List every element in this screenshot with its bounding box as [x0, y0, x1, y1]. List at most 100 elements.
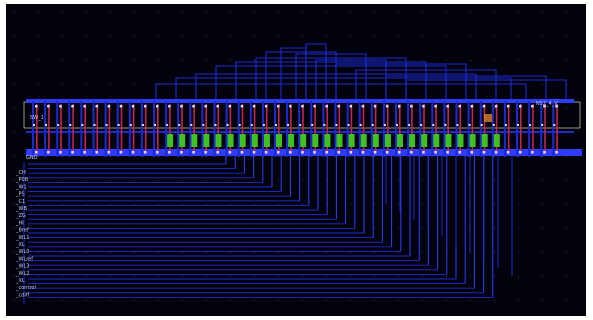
contact: [192, 105, 195, 108]
grid-dot: [302, 60, 303, 61]
pin-label: _XL: [15, 278, 25, 284]
grid-dot: [62, 36, 63, 37]
contact: [553, 124, 556, 126]
grid-dot: [110, 60, 111, 61]
grid-dot: [110, 36, 111, 37]
pin-label: _WL2: [15, 271, 29, 277]
poly-gate: [120, 104, 123, 154]
pin-label: _PS: [15, 192, 25, 198]
column-metal: [261, 101, 264, 157]
diffusion-region: [481, 134, 488, 147]
diffusion-region: [493, 134, 500, 147]
column-metal: [431, 101, 434, 157]
grid-dot: [542, 204, 543, 205]
grid-dot: [278, 252, 279, 253]
contact: [228, 105, 232, 108]
poly-gate: [60, 104, 62, 154]
grid-dot: [86, 300, 87, 301]
grid-dot: [206, 276, 207, 277]
poly-gate: [544, 104, 546, 154]
grid-dot: [302, 12, 303, 13]
contact: [35, 105, 38, 108]
column-metal: [56, 101, 59, 157]
grid-dot: [86, 36, 87, 37]
poly-gate: [556, 104, 558, 154]
column-metal: [395, 101, 397, 157]
contact: [71, 105, 74, 108]
contact: [444, 124, 447, 126]
column-metal: [540, 101, 543, 157]
pin-label: _HI: [15, 220, 24, 226]
grid-dot: [494, 252, 495, 253]
contact: [156, 105, 159, 108]
grid-dot: [86, 204, 87, 205]
grid-dot: [62, 300, 63, 301]
grid-dot: [14, 12, 15, 13]
contact: [107, 151, 111, 154]
grid-dot: [254, 300, 255, 301]
grid-dot: [134, 156, 135, 157]
diffusion-region: [384, 134, 391, 147]
column-metal: [286, 101, 289, 157]
grid-dot: [110, 276, 111, 277]
column-metal: [346, 101, 349, 157]
grid-dot: [398, 276, 399, 277]
grid-dot: [494, 276, 495, 277]
contact: [289, 105, 292, 108]
grid-dot: [326, 180, 327, 181]
contact: [129, 124, 132, 126]
grid-dot: [134, 252, 135, 253]
grid-dot: [446, 36, 447, 37]
contact: [35, 151, 38, 154]
pin-label: _WL3: [15, 264, 29, 270]
contact: [216, 105, 219, 108]
grid-dot: [398, 12, 399, 13]
grid-dot: [350, 108, 351, 109]
contact: [289, 151, 292, 154]
grid-dot: [422, 300, 423, 301]
pin-label: _ZG: [15, 213, 26, 219]
grid-dot: [158, 156, 159, 157]
poly-gate: [144, 104, 147, 154]
pin-label: _XL: [15, 242, 25, 248]
column-metal: [407, 101, 410, 157]
contact: [492, 124, 495, 126]
routing-trace: [355, 69, 497, 100]
layout-editor-canvas[interactable]: N52_4_V SW_1 GND _CH _P0B _W1 _PS _C1 _WB _ZG _…: [6, 4, 586, 316]
grid-dot: [494, 228, 495, 229]
grid-dot: [278, 180, 279, 181]
column-metal: [128, 101, 131, 157]
poly-gate: [483, 104, 486, 154]
contact: [154, 124, 156, 126]
circuit-layout[interactable]: N52_4_V SW_1 GND _CH_P0B_W1_PS_C1_WB_ZG_…: [6, 4, 586, 316]
contact: [264, 151, 268, 154]
grid-dot: [494, 12, 495, 13]
contact: [398, 105, 401, 108]
grid-dot: [566, 204, 567, 205]
grid-dot: [350, 276, 351, 277]
pin-label: _W1: [15, 184, 27, 190]
column-metal: [116, 101, 119, 157]
grid-dot: [374, 36, 375, 37]
contact: [359, 124, 362, 126]
contact: [468, 124, 471, 126]
grid-dot: [494, 204, 495, 205]
grid-dot: [230, 276, 231, 277]
poly-gate: [229, 104, 232, 154]
grid-dot: [422, 276, 423, 277]
grid-dot: [86, 180, 87, 181]
routing-trace: [335, 63, 467, 100]
grid-dot: [374, 156, 375, 157]
contact: [313, 105, 316, 108]
column-metal: [213, 101, 216, 157]
column-metal: [503, 101, 506, 157]
grid-dot: [38, 204, 39, 205]
grid-dot: [374, 180, 375, 181]
grid-dot: [422, 12, 423, 13]
contact: [166, 124, 169, 126]
column-metal: [32, 101, 34, 157]
grid-dot: [254, 252, 255, 253]
grid-dot: [134, 108, 135, 109]
grid-dot: [158, 276, 159, 277]
grid-dot: [158, 12, 159, 13]
